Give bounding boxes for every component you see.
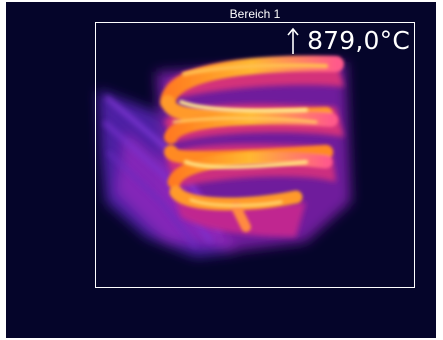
roi-label: Bereich 1 <box>229 7 281 21</box>
thermal-viewer[interactable]: Bereich 1 879,0°C <box>6 2 436 338</box>
thermal-image <box>98 55 351 257</box>
coil-highlights <box>172 63 328 207</box>
roi-rectangle[interactable] <box>95 22 415 288</box>
max-temperature-readout: 879,0°C <box>287 26 410 56</box>
max-temperature-value: 879,0°C <box>307 26 410 55</box>
arrow-up-icon <box>287 27 299 54</box>
